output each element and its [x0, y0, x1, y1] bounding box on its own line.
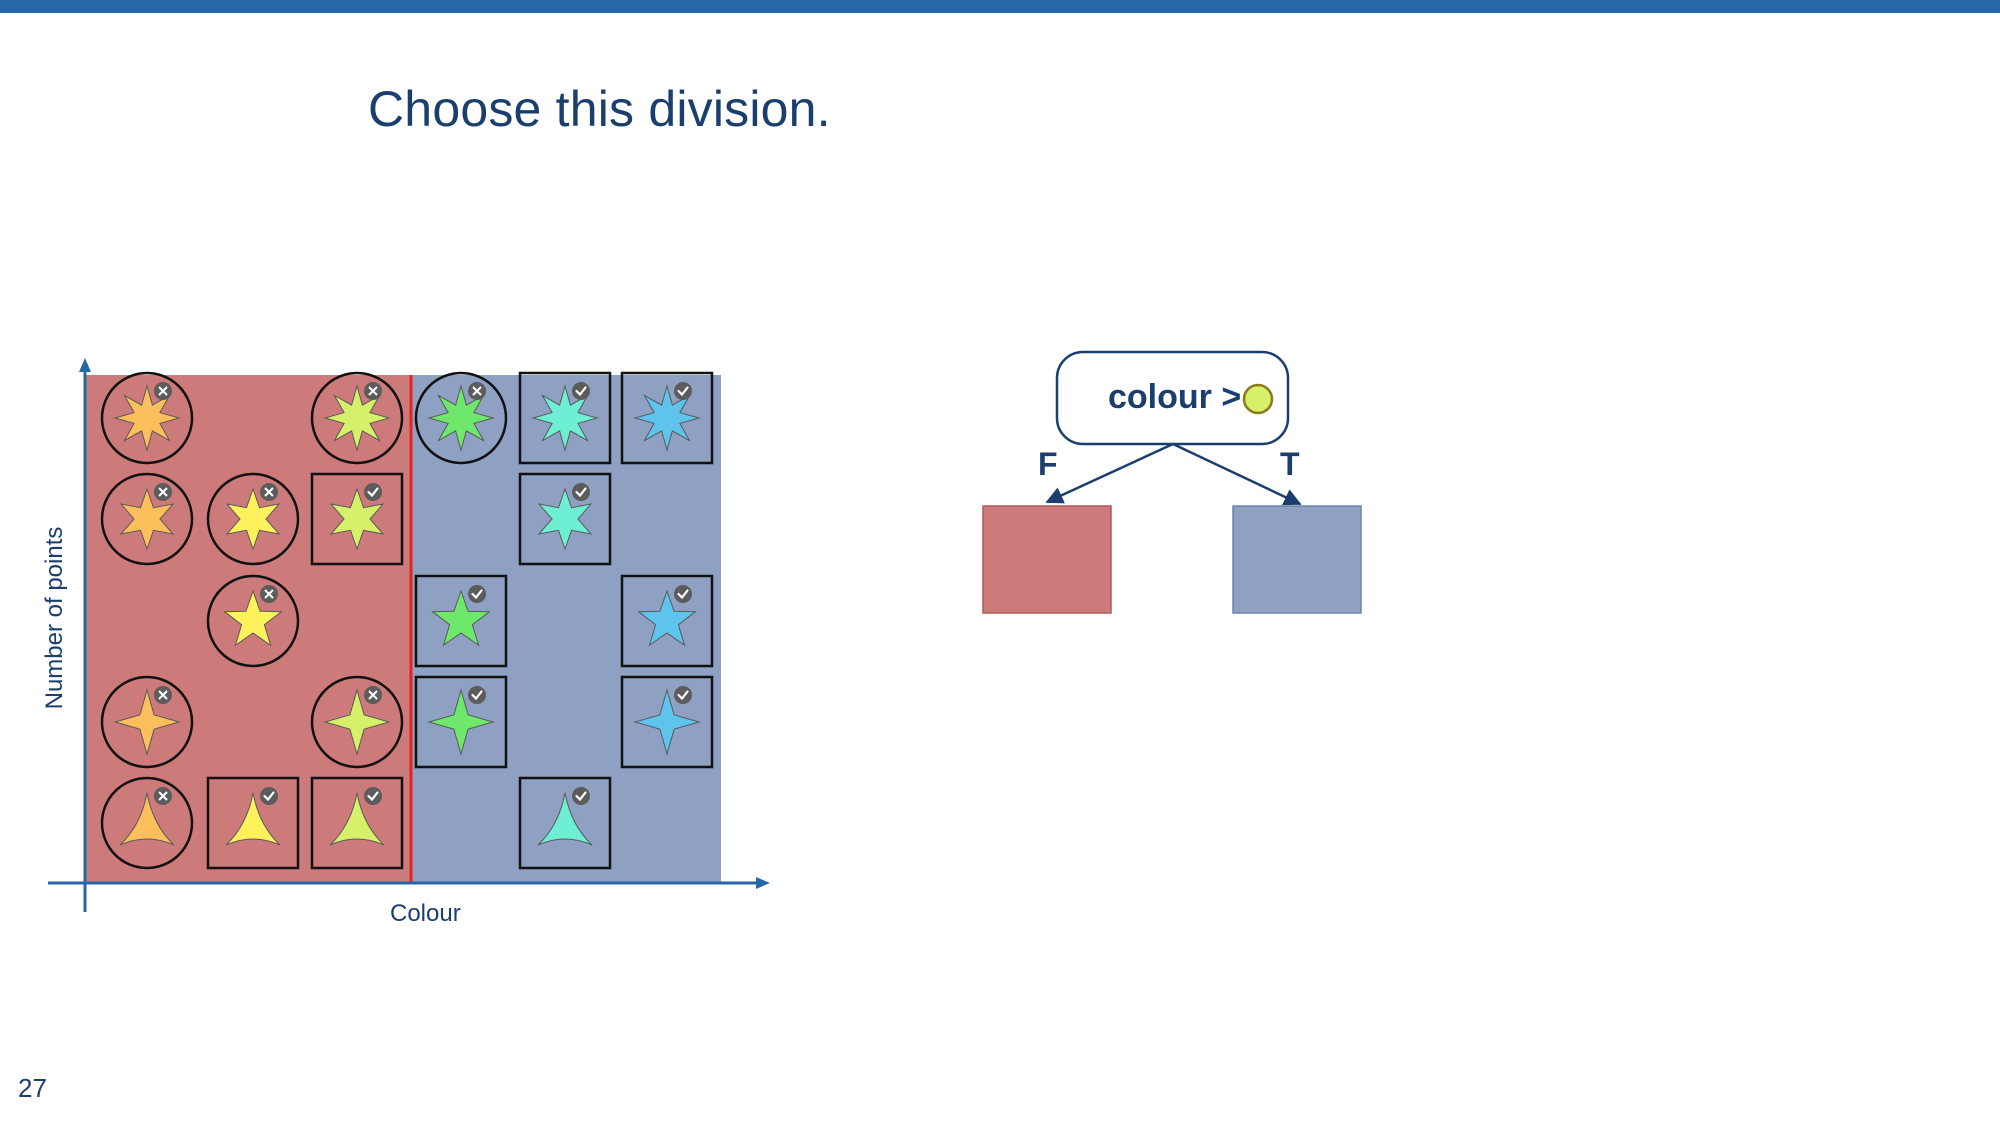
circle-frame — [100, 776, 194, 870]
circle-frame — [206, 472, 300, 566]
x-axis-label: Colour — [390, 900, 461, 927]
sample-17 — [206, 776, 300, 870]
y-axis-arrow — [79, 358, 91, 372]
cross-circle-icon — [154, 483, 172, 501]
three-point-star-icon — [329, 792, 385, 846]
check-circle-icon — [260, 787, 278, 805]
check-circle-icon — [364, 787, 382, 805]
sample-19 — [518, 776, 612, 870]
square-frame — [518, 472, 612, 566]
sample-13 — [310, 675, 404, 769]
check-circle-icon — [572, 787, 590, 805]
check-circle-icon — [674, 382, 692, 400]
sample-1 — [310, 371, 404, 465]
sample-8 — [518, 472, 612, 566]
sample-9 — [206, 574, 300, 668]
cross-circle-icon — [468, 382, 486, 400]
sample-4 — [620, 371, 714, 465]
square-frame — [620, 675, 714, 769]
square-frame — [620, 574, 714, 668]
sample-18 — [310, 776, 404, 870]
x-axis-arrow — [756, 877, 770, 889]
sample-16 — [100, 776, 194, 870]
eight-point-star-icon — [531, 384, 599, 452]
eight-point-star-icon — [427, 384, 495, 452]
check-circle-icon — [572, 483, 590, 501]
cross-circle-icon — [154, 686, 172, 704]
three-point-star-icon — [225, 792, 281, 846]
cross-circle-icon — [364, 686, 382, 704]
check-circle-icon — [468, 585, 486, 603]
square-frame — [206, 776, 300, 870]
square-frame — [518, 776, 612, 870]
circle-frame — [310, 675, 404, 769]
sample-7 — [310, 472, 404, 566]
five-point-star-icon — [223, 589, 283, 647]
four-point-star-icon — [323, 688, 391, 756]
true-branch-arrow — [1172, 442, 1302, 506]
sample-14 — [414, 675, 508, 769]
sample-10 — [414, 574, 508, 668]
eight-point-star-icon — [323, 384, 391, 452]
false-branch-label: F — [1038, 446, 1058, 482]
square-frame — [414, 574, 508, 668]
square-frame — [518, 371, 612, 465]
false-branch-arrow — [1045, 442, 1174, 504]
cross-circle-icon — [154, 787, 172, 805]
square-frame — [414, 675, 508, 769]
square-frame — [310, 776, 404, 870]
true-branch-label: T — [1280, 446, 1300, 482]
decision-condition-label: colour > — [1108, 378, 1242, 416]
six-point-star-icon — [225, 487, 281, 551]
six-point-star-icon — [537, 487, 593, 551]
top-accent-bar — [0, 0, 2000, 13]
sample-15 — [620, 675, 714, 769]
sample-11 — [620, 574, 714, 668]
false-leaf — [982, 505, 1112, 614]
check-circle-icon — [674, 585, 692, 603]
three-point-star-icon — [537, 792, 593, 846]
four-point-star-icon — [427, 688, 495, 756]
square-frame — [310, 472, 404, 566]
six-point-star-icon — [119, 487, 175, 551]
sample-12 — [100, 675, 194, 769]
circle-frame — [206, 574, 300, 668]
circle-frame — [100, 472, 194, 566]
sample-5 — [100, 472, 194, 566]
sample-2 — [414, 371, 508, 465]
check-circle-icon — [572, 382, 590, 400]
circle-frame — [310, 371, 404, 465]
cross-circle-icon — [154, 382, 172, 400]
cross-circle-icon — [364, 382, 382, 400]
true-leaf — [1232, 505, 1362, 614]
sample-3 — [518, 371, 612, 465]
check-circle-icon — [364, 483, 382, 501]
check-circle-icon — [468, 686, 486, 704]
sample-0 — [100, 371, 194, 465]
five-point-star-icon — [431, 589, 491, 647]
eight-point-star-icon — [113, 384, 181, 452]
circle-frame — [414, 371, 508, 465]
cross-circle-icon — [260, 483, 278, 501]
cross-circle-icon — [260, 585, 278, 603]
four-point-star-icon — [633, 688, 701, 756]
six-point-star-icon — [329, 487, 385, 551]
threshold-color-swatch — [1242, 383, 1274, 415]
slide-title: Choose this division. — [368, 81, 831, 137]
five-point-star-icon — [637, 589, 697, 647]
four-point-star-icon — [113, 688, 181, 756]
circle-frame — [100, 371, 194, 465]
eight-point-star-icon — [633, 384, 701, 452]
square-frame — [620, 371, 714, 465]
page-number: 27 — [18, 1073, 47, 1103]
sample-6 — [206, 472, 300, 566]
check-circle-icon — [674, 686, 692, 704]
three-point-star-icon — [119, 792, 175, 846]
circle-frame — [100, 675, 194, 769]
